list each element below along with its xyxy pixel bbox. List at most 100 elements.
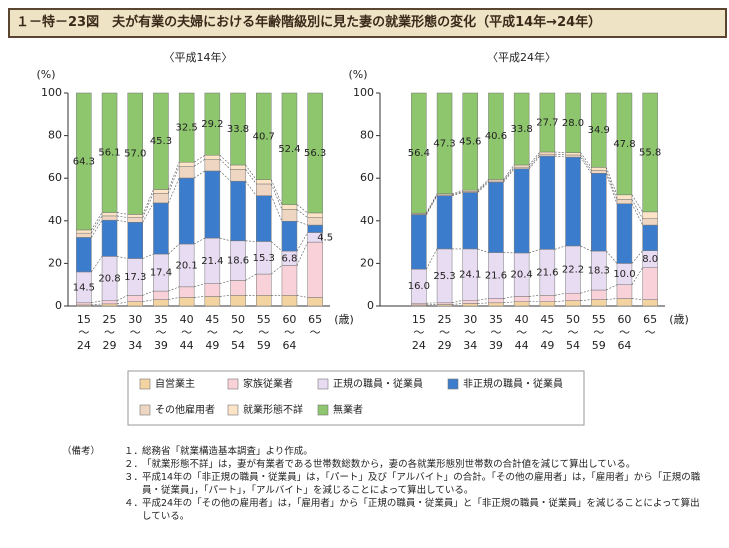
bar-segment (616, 199, 633, 205)
x-tick-label: 40 (515, 313, 529, 326)
bar-segment (230, 164, 246, 170)
connector (245, 169, 257, 185)
connector (142, 253, 154, 259)
x-tick-label: 〜 (619, 326, 630, 339)
bar-segment (307, 224, 323, 233)
x-tick-label: 15 (77, 313, 91, 326)
value-label: 21.4 (201, 256, 223, 267)
bar-segment (127, 217, 143, 223)
x-tick-label: 34 (463, 339, 477, 352)
legend-label: 非正規の職員・従業員 (463, 377, 563, 390)
connector (296, 232, 308, 252)
connector (142, 290, 154, 296)
bar-segment (127, 92, 143, 215)
bar-segment (204, 158, 221, 172)
connector (296, 204, 308, 214)
connector (452, 303, 463, 305)
value-label: 40.7 (253, 131, 275, 142)
x-tick-label: 35 (154, 313, 168, 326)
connector (296, 209, 308, 218)
connector (219, 159, 231, 170)
connector (477, 248, 489, 253)
x-tick-label: 39 (489, 339, 503, 352)
connector (193, 158, 206, 167)
bar-segment (513, 166, 530, 170)
x-tick-label: 34 (128, 339, 142, 352)
bar-segment (127, 222, 143, 259)
bar-segment (178, 92, 195, 163)
connector (631, 298, 643, 300)
x-tick-label: 〜 (490, 326, 501, 339)
value-label: 15.3 (253, 253, 275, 264)
note-text: 平成24年の「その他の雇用者」は，「雇用者」から「正規の職員・従業員」と「非正規… (142, 498, 700, 522)
x-tick-label: 15 (412, 313, 426, 326)
value-label: 4.5 (317, 232, 333, 243)
note-num: ３． (124, 472, 144, 483)
value-label: 22.2 (562, 265, 584, 276)
connector (193, 154, 206, 163)
bar-segment (565, 154, 581, 158)
connector (142, 193, 154, 218)
bar-segment (76, 232, 92, 238)
bar-segment (178, 177, 195, 245)
bar-segment (178, 297, 195, 307)
bar-segment (565, 92, 581, 153)
connector (580, 289, 592, 294)
value-label: 27.7 (536, 118, 558, 129)
legend-swatch (317, 378, 329, 390)
connector (142, 189, 154, 215)
bar-segment (230, 280, 246, 296)
bar-segment (256, 92, 272, 180)
bar-segment (281, 204, 298, 210)
connector (426, 194, 438, 215)
value-label: 33.8 (511, 124, 533, 135)
x-tick-label: 25 (103, 313, 117, 326)
bar-segment (513, 164, 530, 168)
bar-segment (76, 237, 92, 273)
bar-segment (281, 92, 298, 205)
x-tick-label: 〜 (645, 326, 656, 339)
value-label: 32.5 (176, 123, 198, 134)
bar-segment (513, 168, 530, 254)
connector (605, 173, 618, 204)
connector (91, 212, 103, 231)
value-label: 34.9 (588, 125, 610, 136)
y-tick-label: 80 (360, 129, 374, 142)
x-tick-label: 〜 (568, 326, 579, 339)
value-label: 6.8 (281, 253, 297, 264)
bar-segment (488, 181, 504, 253)
bar-segment (178, 286, 195, 298)
bar-segment (230, 295, 246, 307)
connector (194, 237, 205, 245)
connector (168, 297, 180, 300)
connector (219, 237, 231, 242)
bar-segment (539, 295, 556, 302)
connector (296, 241, 308, 266)
legend-label: 無業者 (333, 403, 363, 416)
value-label: 57.0 (124, 149, 146, 160)
bar-segment (616, 203, 633, 264)
legend-label: 家族従業者 (243, 377, 293, 390)
value-label: 14.5 (73, 282, 95, 293)
bar-segment (307, 212, 323, 218)
connector (605, 167, 618, 195)
bar-segment (591, 92, 607, 168)
connector (451, 192, 463, 196)
connector (477, 182, 489, 193)
x-tick-label: 40 (180, 313, 194, 326)
x-tick-label: 35 (489, 313, 503, 326)
bar-segment (256, 195, 272, 242)
connector (116, 219, 128, 223)
x-tick-label: 44 (180, 339, 194, 352)
chart-subtitle: 〈平成14年〉 (164, 50, 233, 64)
connector (528, 151, 541, 166)
value-label: 28.0 (562, 118, 584, 129)
connector (296, 295, 308, 298)
connector (606, 284, 618, 291)
connector (245, 240, 257, 242)
bar-segment (513, 301, 530, 307)
connector (116, 295, 128, 301)
connector (554, 153, 566, 156)
x-tick-label: 29 (438, 339, 452, 352)
